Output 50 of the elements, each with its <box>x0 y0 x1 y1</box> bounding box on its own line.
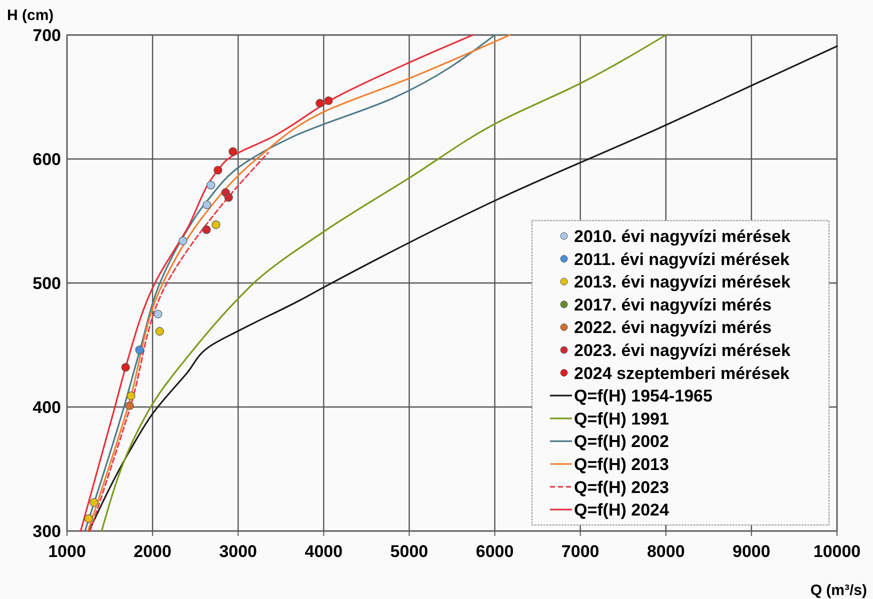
x-tick-label: 3000 <box>219 542 258 561</box>
y-tick-label: 500 <box>32 274 61 293</box>
point <box>316 98 324 108</box>
legend-label: 2010. évi nagyvízi mérések <box>574 227 791 246</box>
x-tick-label: 6000 <box>476 542 514 561</box>
point <box>126 392 136 400</box>
point <box>135 346 144 354</box>
point <box>90 498 98 507</box>
legend-label: Q=f(H) 2024 <box>574 500 670 520</box>
legend-label: 2023. évi nagyvízi mérések <box>574 341 791 360</box>
legend-label: Q=f(H) 2013 <box>574 455 669 474</box>
legend-label: 2017. évi nagyvízi mérés <box>574 295 772 314</box>
point <box>324 96 333 106</box>
line-series <box>88 45 838 532</box>
y-tick-label: 300 <box>32 522 61 541</box>
x-axis-title: Q (m³/s) <box>810 582 867 599</box>
point <box>202 200 212 210</box>
point <box>224 193 233 202</box>
legend-label: 2011. évi nagyvízi mérések <box>574 250 790 269</box>
y-tick-label: 600 <box>32 150 61 169</box>
point <box>214 166 222 174</box>
legend-label: 2022. évi nagyvízi mérés <box>574 318 772 338</box>
y-tick-label: 400 <box>32 398 61 417</box>
x-tick-label: 5000 <box>390 542 428 561</box>
x-tick-label: 8000 <box>646 542 685 561</box>
x-tick-label: 1000 <box>48 542 86 561</box>
legend-label: 2013. évi nagyvízi mérések <box>574 272 791 292</box>
point <box>155 327 164 336</box>
legend-label: Q=f(H) 1991 <box>574 409 669 428</box>
point <box>84 514 93 523</box>
legend-label: Q=f(H) 2023 <box>574 478 669 497</box>
line-series <box>89 152 269 532</box>
x-tick-label: 4000 <box>304 542 343 561</box>
point <box>206 180 216 190</box>
point <box>202 225 211 234</box>
point <box>228 147 238 156</box>
y-tick-label: 700 <box>32 26 61 45</box>
x-tick-label: 10000 <box>813 542 861 561</box>
point <box>121 363 130 372</box>
point <box>154 310 162 318</box>
point <box>212 220 220 230</box>
point <box>178 236 188 246</box>
x-tick-label: 9000 <box>732 542 770 561</box>
y-axis-title: H (cm) <box>7 7 54 24</box>
x-tick-label: 7000 <box>561 542 600 561</box>
point <box>125 401 134 410</box>
legend-label: 2024 szeptemberi mérések <box>574 364 790 383</box>
legend-label: Q=f(H) 2002 <box>574 432 669 452</box>
legend-label: Q=f(H) 1954-1965 <box>574 386 712 406</box>
x-tick-label: 2000 <box>134 542 172 561</box>
